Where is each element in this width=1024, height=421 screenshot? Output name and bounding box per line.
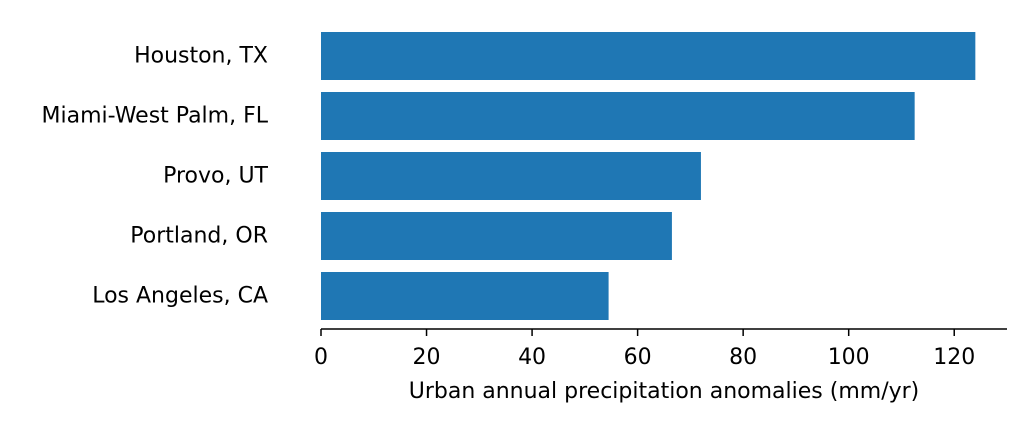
- bar-1: [321, 92, 915, 140]
- bar-0: [321, 32, 976, 80]
- x-tick-label: 40: [518, 345, 546, 370]
- bars-group: [321, 32, 976, 320]
- category-label: Provo, UT: [163, 164, 268, 189]
- x-tick-label: 60: [624, 345, 652, 370]
- x-tick-label: 0: [314, 345, 328, 370]
- category-label: Houston, TX: [134, 44, 268, 69]
- x-ticks-group: 0 20 40 60 80 100 120: [314, 329, 975, 370]
- x-tick-label: 120: [933, 345, 975, 370]
- bar-4: [321, 272, 609, 320]
- bar-3: [321, 212, 672, 260]
- category-label: Los Angeles, CA: [92, 284, 268, 309]
- x-tick-label: 100: [828, 345, 870, 370]
- x-tick-label: 20: [413, 345, 441, 370]
- category-labels-group: Houston, TX Miami-West Palm, FL Provo, UT P…: [42, 44, 269, 309]
- bar-2: [321, 152, 701, 200]
- category-label: Miami-West Palm, FL: [42, 104, 269, 129]
- x-axis-label: Urban annual precipitation anomalies (mm…: [409, 379, 920, 404]
- x-tick-label: 80: [729, 345, 757, 370]
- x-axis: 0 20 40 60 80 100 120: [314, 328, 1007, 370]
- category-label: Portland, OR: [130, 224, 268, 249]
